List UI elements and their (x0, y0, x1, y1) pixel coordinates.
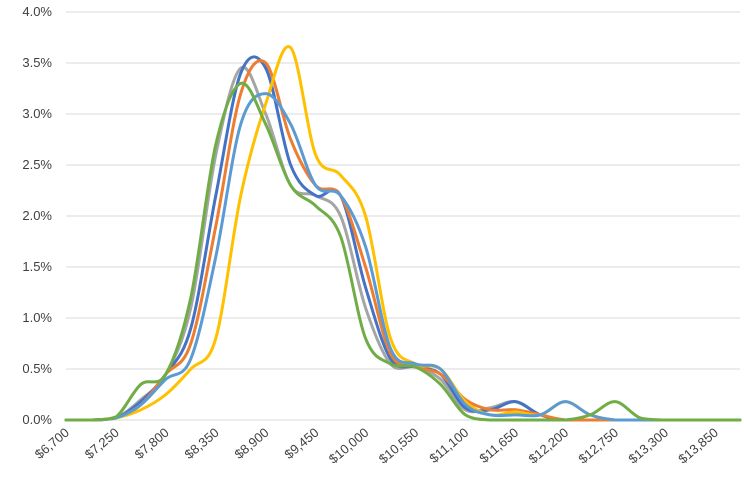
x-tick-label: $7,250 (82, 425, 122, 462)
y-axis-ticks: 0.0% 0.5% 1.0% 1.5% 2.0% 2.5% 3.0% 3.5% 4.0% (22, 4, 52, 427)
x-tick-label: $9,450 (281, 425, 321, 462)
y-tick-label: 2.5% (22, 157, 52, 172)
x-tick-label: $11,650 (476, 425, 521, 466)
x-tick-label: $11,100 (426, 425, 471, 466)
x-tick-label: $6,700 (32, 425, 72, 462)
x-tick-label: $10,550 (376, 425, 422, 467)
y-tick-label: 3.0% (22, 106, 52, 121)
series-lines (64, 45, 742, 422)
x-tick-label: $7,800 (132, 425, 172, 462)
y-tick-label: 1.5% (22, 259, 52, 274)
y-tick-label: 3.5% (22, 55, 52, 70)
gridlines (66, 11, 740, 370)
x-axis-ticks: $6,700 $7,250 $7,800 $8,350 $8,900 $9,450 $10,… (32, 425, 721, 467)
x-tick-label: $13,850 (675, 425, 721, 467)
series-line-6 (64, 81, 742, 422)
y-tick-label: 2.0% (22, 208, 52, 223)
x-tick-label: $12,200 (526, 425, 572, 467)
series-line-5 (64, 92, 742, 422)
x-tick-label: $8,350 (182, 425, 222, 462)
y-tick-label: 0.0% (22, 412, 52, 427)
y-tick-label: 0.5% (22, 361, 52, 376)
y-tick-label: 1.0% (22, 310, 52, 325)
x-tick-label: $12,750 (575, 425, 621, 467)
x-tick-label: $8,900 (232, 425, 272, 462)
x-tick-label: $13,300 (625, 425, 671, 467)
y-tick-label: 4.0% (22, 4, 52, 19)
x-tick-label: $10,000 (326, 425, 372, 467)
